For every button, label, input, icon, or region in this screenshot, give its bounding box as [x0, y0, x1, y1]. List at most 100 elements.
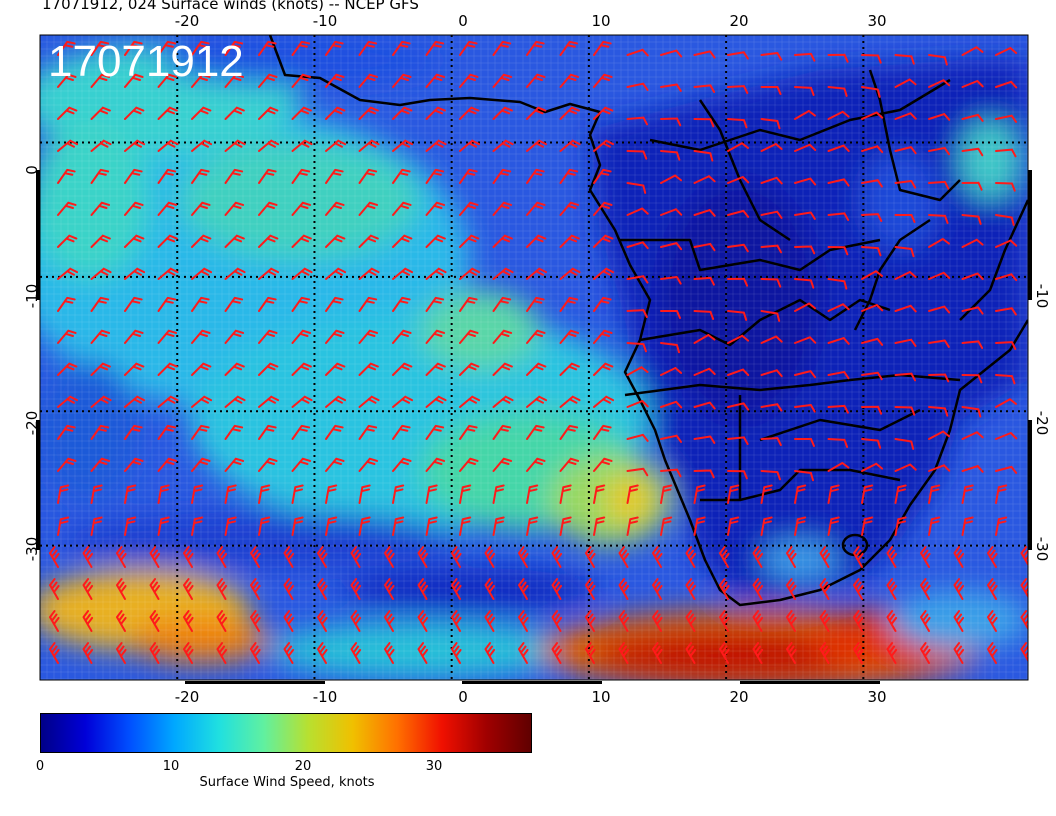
- wind-barb: [987, 642, 998, 664]
- wind-barb: [794, 52, 816, 62]
- wind-barb: [417, 610, 429, 632]
- wind-barb: [325, 106, 346, 120]
- wind-barb: [752, 642, 764, 664]
- colorbar-tick: 0: [35, 759, 45, 774]
- wind-barb: [325, 362, 346, 376]
- wind-barb: [425, 424, 445, 440]
- wind-barb: [652, 578, 663, 600]
- wind-barb: [291, 234, 312, 248]
- wind-barb: [358, 296, 378, 312]
- wind-barb: [861, 270, 884, 280]
- wind-barb: [953, 578, 965, 600]
- lat-tick-left: 0: [23, 165, 41, 175]
- wind-barb: [961, 46, 984, 56]
- wind-barb: [425, 168, 445, 184]
- wind-barb: [920, 642, 931, 664]
- lon-tick-top: 0: [458, 12, 468, 30]
- wind-barb: [392, 484, 405, 504]
- wind-barb: [317, 642, 328, 664]
- wind-barb: [224, 457, 245, 472]
- wind-barb: [1030, 240, 1050, 253]
- wind-barb: [392, 516, 405, 536]
- wind-barb: [719, 578, 730, 600]
- wind-barb: [216, 578, 228, 600]
- wind-barb: [350, 546, 362, 568]
- wind-barb: [82, 642, 94, 664]
- wind-barb: [559, 73, 580, 88]
- wind-barb: [57, 362, 78, 376]
- wind-barb: [459, 362, 480, 376]
- wind-barb: [953, 610, 965, 632]
- wind-barb: [894, 54, 915, 65]
- wind-barb: [518, 578, 529, 600]
- wind-barb: [585, 546, 596, 568]
- wind-barb: [518, 610, 529, 632]
- wind-barb: [350, 578, 362, 600]
- wind-barb: [224, 106, 245, 120]
- wind-barb: [995, 465, 1018, 474]
- wind-barb: [325, 329, 345, 344]
- wind-barb: [961, 431, 984, 440]
- wind-barb: [693, 50, 716, 59]
- wind-barb: [124, 395, 146, 408]
- wind-barb: [191, 106, 212, 120]
- wind-barb: [157, 139, 179, 152]
- wind-barb: [183, 578, 194, 600]
- lon-tick-bottom: 20: [729, 688, 749, 706]
- wind-barb: [693, 276, 715, 286]
- wind-barb: [258, 106, 279, 120]
- wind-barb: [224, 168, 244, 184]
- wind-barb: [626, 275, 649, 284]
- wind-barb: [191, 424, 210, 440]
- wind-barb: [191, 139, 213, 152]
- wind-barb: [660, 400, 683, 409]
- wind-barb: [727, 277, 749, 287]
- wind-barb: [224, 516, 237, 536]
- wind-barb: [894, 406, 916, 416]
- wind-barb: [953, 642, 965, 664]
- wind-barb: [995, 341, 1017, 350]
- wind-barb: [853, 546, 864, 568]
- wind-barb: [526, 516, 539, 536]
- wind-barb: [191, 201, 211, 216]
- wind-barb: [425, 73, 446, 88]
- wind-barb: [157, 362, 178, 376]
- wind-barb: [961, 340, 984, 349]
- wind-barb: [258, 484, 271, 504]
- wind-barb: [291, 329, 312, 344]
- wind-barb: [827, 303, 850, 312]
- wind-barb: [827, 370, 850, 380]
- wind-barb: [786, 642, 797, 664]
- wind-barb: [518, 546, 529, 568]
- wind-barb: [492, 296, 512, 312]
- wind-barb: [49, 610, 60, 632]
- wind-barb: [626, 182, 647, 194]
- wind-barb: [358, 516, 371, 536]
- wind-barb: [794, 516, 807, 536]
- wind-barb: [1020, 610, 1028, 632]
- wind-barb: [392, 362, 413, 376]
- wind-barb: [258, 139, 280, 152]
- wind-barb: [995, 484, 1008, 504]
- wind-barb: [392, 201, 412, 216]
- wind-barb: [727, 516, 740, 536]
- wind-barb: [794, 404, 816, 413]
- wind-barb: [350, 610, 362, 632]
- wind-barb: [492, 457, 513, 472]
- wind-barb: [693, 435, 716, 444]
- wind-barb: [258, 457, 278, 472]
- wind-barb: [82, 610, 94, 632]
- wind-barb: [124, 484, 137, 504]
- wind-barb: [291, 484, 304, 504]
- wind-barb: [526, 362, 547, 376]
- wind-barb: [283, 642, 295, 664]
- wind-barb: [57, 267, 79, 280]
- wind-barb: [961, 214, 982, 225]
- wind-barb: [920, 578, 931, 600]
- wind-barb: [760, 335, 783, 344]
- wind-barb: [258, 267, 280, 280]
- wind-barb: [116, 610, 127, 632]
- wind-barb: [90, 395, 112, 408]
- wind-barb: [526, 424, 545, 440]
- wind-barb: [794, 336, 817, 344]
